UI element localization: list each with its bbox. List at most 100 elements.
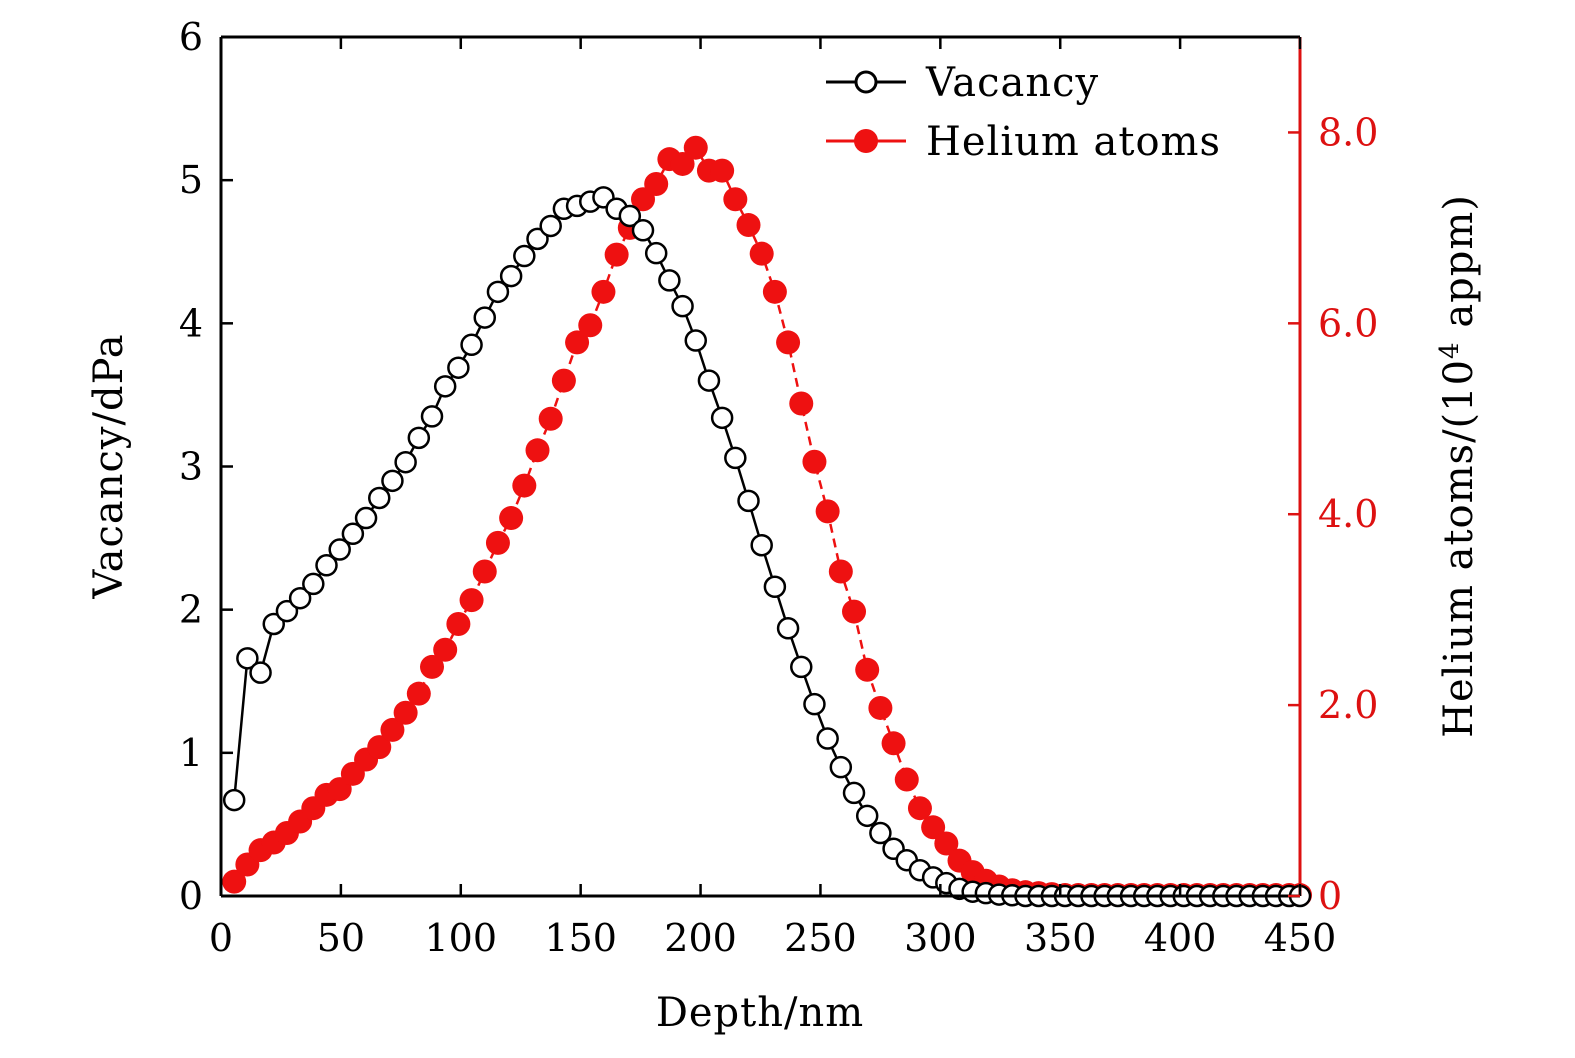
vacancy-point	[394, 450, 417, 474]
vacancy-point	[288, 586, 312, 610]
helium-point	[842, 599, 867, 624]
helium-point	[802, 449, 827, 474]
vacancy-point	[724, 446, 747, 470]
x-tick-label: 150	[544, 916, 617, 960]
vacancy-point	[842, 781, 866, 805]
y-right-title-main: Helium atoms/(10	[1436, 359, 1482, 738]
y-right-tick-label: 6.0	[1318, 301, 1378, 345]
x-tick-label: 50	[317, 916, 365, 960]
vacancy-point	[790, 655, 813, 679]
vacancy-point	[315, 554, 338, 577]
vacancy-point	[275, 599, 299, 623]
y-left-tick-label: 6	[179, 15, 203, 59]
helium-point	[881, 731, 906, 756]
helium-point	[393, 700, 418, 725]
vacancy-point	[368, 486, 391, 510]
vacancy-point	[420, 405, 444, 428]
helium-point	[907, 796, 932, 821]
vacancy-point	[460, 333, 483, 357]
helium-point	[380, 717, 405, 742]
y-left-axis-title: Vacancy/dPa	[86, 333, 132, 599]
vacancy-point	[407, 426, 431, 450]
legend-helium-marker	[854, 129, 878, 153]
vacancy-point	[737, 489, 760, 513]
legend: Vacancy Helium atoms	[826, 60, 1221, 165]
x-tick-label: 400	[1144, 916, 1217, 960]
y-right-axis-ticks: 0 2.0 4.0 6.0 8.0	[1288, 110, 1378, 918]
vacancy-point	[671, 294, 694, 318]
helium-series	[222, 135, 1312, 908]
vacancy-point	[539, 214, 562, 238]
vacancy-point	[513, 244, 536, 268]
vacancy-point	[816, 727, 839, 750]
y-right-axis-title: Helium atoms/(104 appm)	[1435, 194, 1482, 738]
vacancy-point	[618, 204, 642, 228]
helium-point	[670, 151, 695, 176]
helium-point	[868, 695, 893, 720]
helium-point	[710, 158, 735, 183]
vacancy-point	[526, 227, 549, 251]
helium-point	[789, 391, 814, 416]
y-left-tick-label: 0	[179, 874, 203, 918]
helium-point	[749, 241, 774, 266]
y-right-tick-label: 0	[1318, 874, 1342, 918]
vacancy-point	[710, 406, 734, 430]
vacancy-point	[447, 356, 470, 379]
helium-point	[459, 588, 484, 613]
y-left-tick-label: 3	[179, 445, 203, 489]
vacancy-point	[341, 522, 365, 546]
legend-vacancy-marker	[854, 70, 878, 94]
x-tick-label: 0	[209, 916, 233, 960]
vacancy-point	[697, 369, 721, 392]
vacancy-point	[803, 692, 826, 716]
x-tick-label: 350	[1024, 916, 1097, 960]
helium-point	[604, 242, 629, 267]
vacancy-point	[658, 269, 681, 292]
helium-point	[683, 135, 708, 160]
x-tick-label: 450	[1264, 916, 1337, 960]
helium-point	[367, 735, 392, 760]
vacancy-point	[829, 755, 853, 779]
helium-point	[815, 499, 840, 524]
y-left-tick-label: 1	[179, 731, 203, 775]
y-left-tick-label: 5	[179, 158, 203, 202]
legend-helium-label: Helium atoms	[926, 119, 1221, 165]
y-left-tick-label: 2	[179, 588, 203, 632]
y-left-tick-label: 4	[179, 301, 203, 345]
legend-vacancy-label: Vacancy	[925, 60, 1099, 106]
y-right-tick-label: 4.0	[1318, 492, 1378, 536]
vacancy-point	[631, 219, 655, 242]
helium-point	[551, 368, 576, 393]
helium-point	[485, 530, 510, 555]
vacancy-point	[302, 572, 325, 596]
helium-point	[525, 438, 550, 463]
helium-point	[921, 815, 946, 840]
y-left-axis-ticks: 0 1 2 3 4 5 6	[179, 15, 233, 918]
helium-point	[591, 279, 616, 304]
x-tick-label: 250	[784, 916, 857, 960]
y-right-tick-label: 8.0	[1318, 110, 1378, 154]
helium-point	[538, 406, 563, 431]
helium-point	[855, 657, 880, 682]
helium-point	[499, 506, 524, 531]
vacancy-point	[236, 647, 259, 670]
helium-point	[222, 869, 247, 894]
helium-point	[828, 559, 853, 584]
vacancy-point	[328, 538, 351, 561]
x-tick-label: 200	[664, 916, 737, 960]
helium-point	[644, 171, 669, 196]
helium-point	[446, 611, 471, 636]
helium-point	[762, 279, 787, 304]
x-axis-title: Depth/nm	[656, 990, 864, 1036]
helium-point	[433, 637, 458, 662]
vacancy-point	[869, 821, 892, 845]
helium-point	[565, 330, 590, 355]
vacancy-point	[222, 788, 246, 812]
vacancy-point	[249, 661, 272, 684]
vacancy-point	[486, 280, 510, 304]
x-tick-label: 100	[425, 916, 498, 960]
helium-point	[406, 681, 431, 706]
vacancy-point	[433, 375, 457, 398]
